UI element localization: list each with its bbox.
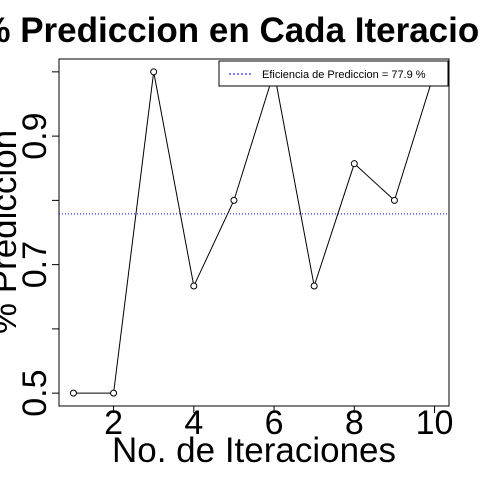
chart-title: % Prediccion en Cada Iteracion: [0, 11, 480, 50]
legend-box: [218, 60, 449, 87]
data-point: [150, 68, 158, 76]
x-tick-label: 6: [265, 404, 284, 442]
data-point: [350, 160, 358, 168]
y-axis: 0.5 0.7 0.9: [16, 71, 59, 417]
y-tick-label: 0.9: [16, 112, 54, 159]
y-axis-label: % Prediccion: [0, 130, 24, 334]
data-point: [390, 196, 398, 204]
x-tick-label: 10: [416, 404, 454, 442]
series-line: [73, 71, 436, 394]
y-tick-label: 0.7: [16, 241, 54, 288]
y-tick-label: 0.5: [16, 370, 54, 417]
x-tick-label: 2: [104, 404, 123, 442]
x-tick-label: 8: [345, 404, 364, 442]
data-points: [69, 68, 439, 397]
data-point: [230, 196, 238, 204]
x-tick-label: 4: [184, 404, 203, 442]
plot-frame: [58, 58, 450, 407]
data-point: [69, 389, 77, 397]
data-point: [190, 282, 198, 290]
legend: Eficiencia de Prediccion = 77.9 %: [218, 60, 449, 87]
x-axis: 2 4 6 8 10: [104, 404, 453, 442]
x-axis-label: No. de Iteraciones: [112, 431, 396, 470]
data-point: [310, 282, 318, 290]
data-point: [110, 389, 118, 397]
legend-label: Eficiencia de Prediccion = 77.9 %: [262, 69, 426, 81]
